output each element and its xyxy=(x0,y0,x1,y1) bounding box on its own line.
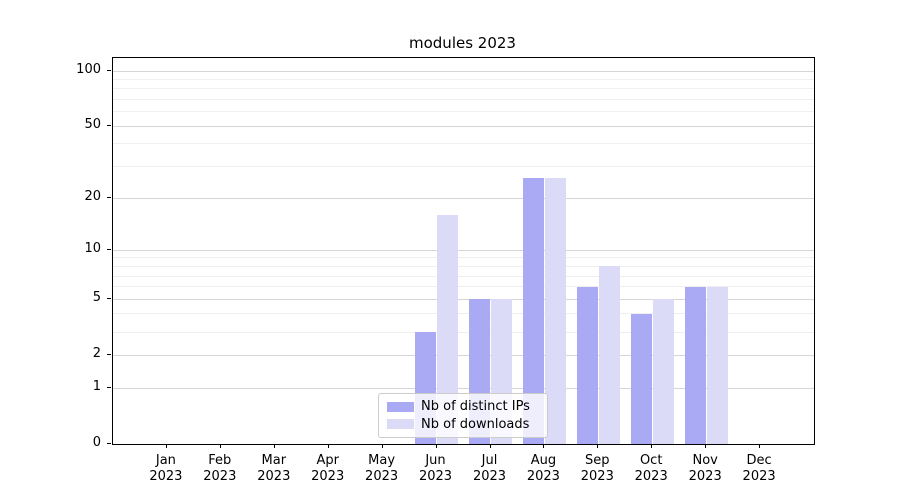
x-tick-label: May 2023 xyxy=(355,453,409,485)
x-tick-label: Mar 2023 xyxy=(247,453,301,485)
y-axis-tick xyxy=(107,197,111,198)
x-axis-tick xyxy=(651,444,653,448)
legend-label-distinct-ips: Nb of distinct IPs xyxy=(421,399,530,415)
x-tick-label-year: 2023 xyxy=(257,469,291,484)
minor-gridline xyxy=(113,313,814,315)
y-tick-label: 1 xyxy=(92,379,101,394)
x-tick-label: Apr 2023 xyxy=(301,453,355,485)
y-axis-tick xyxy=(107,354,111,356)
major-gridline xyxy=(113,298,814,300)
major-gridline xyxy=(113,70,814,72)
bar-jun-downloads xyxy=(437,215,458,444)
y-axis-tick xyxy=(107,125,111,127)
x-tick-label-year: 2023 xyxy=(634,469,668,484)
legend-item-distinct-ips: Nb of distinct IPs xyxy=(387,399,539,414)
minor-gridline xyxy=(113,88,814,90)
x-tick-label: Feb 2023 xyxy=(193,453,247,485)
y-axis-tick xyxy=(107,298,111,300)
major-gridline xyxy=(113,125,814,127)
x-axis-tick xyxy=(543,444,545,448)
bar-sep-distinct-ips xyxy=(576,286,598,444)
minor-gridline xyxy=(113,143,814,145)
x-axis-tick xyxy=(327,444,329,448)
major-gridline xyxy=(113,354,814,356)
bar-oct-downloads xyxy=(652,299,674,444)
y-axis-tick xyxy=(107,443,111,444)
y-tick-label: 5 xyxy=(92,290,101,306)
y-tick-label: 0 xyxy=(92,435,101,450)
y-axis-tick xyxy=(107,70,111,71)
x-tick-label-year: 2023 xyxy=(149,469,183,484)
x-tick-label: Dec 2023 xyxy=(732,453,786,485)
legend-swatch-downloads xyxy=(387,419,414,430)
major-gridline xyxy=(113,249,814,251)
chart-title: modules 2023 xyxy=(409,34,516,52)
x-tick-label-year: 2023 xyxy=(526,469,560,484)
x-tick-label-year: 2023 xyxy=(688,469,722,484)
legend: Nb of distinct IPs Nb of downloads xyxy=(378,393,548,438)
x-axis-tick xyxy=(489,444,491,448)
minor-gridline xyxy=(113,166,814,167)
x-tick-label: Jul 2023 xyxy=(463,453,517,485)
y-tick-label: 50 xyxy=(84,117,101,133)
minor-gridline xyxy=(113,257,814,259)
minor-gridline xyxy=(113,111,814,113)
y-axis-tick xyxy=(107,249,111,251)
x-axis-tick xyxy=(219,444,221,448)
x-axis-tick xyxy=(165,444,167,448)
x-tick-label-year: 2023 xyxy=(580,469,614,484)
legend-label-downloads: Nb of downloads xyxy=(421,416,530,432)
y-axis-tick xyxy=(107,387,111,388)
x-axis-tick xyxy=(381,444,383,448)
x-tick-label: Oct 2023 xyxy=(624,453,678,485)
x-axis-tick xyxy=(759,444,761,448)
bar-sep-downloads xyxy=(598,266,620,444)
x-tick-label-year: 2023 xyxy=(742,469,776,484)
x-axis-tick xyxy=(597,444,599,448)
x-tick-label-year: 2023 xyxy=(365,469,399,484)
x-tick-label: Jun 2023 xyxy=(409,453,463,485)
major-gridline xyxy=(113,387,814,389)
minor-gridline xyxy=(113,331,814,333)
minor-gridline xyxy=(113,275,814,277)
x-axis-tick xyxy=(435,444,437,448)
bar-nov-downloads xyxy=(706,286,728,444)
minor-gridline xyxy=(113,79,814,80)
plot-area xyxy=(112,57,815,445)
minor-gridline xyxy=(113,99,814,100)
x-axis-tick xyxy=(705,444,707,448)
legend-item-downloads: Nb of downloads xyxy=(387,417,539,432)
bar-nov-distinct-ips xyxy=(684,286,706,444)
y-tick-label: 100 xyxy=(76,62,101,77)
bar-aug-distinct-ips xyxy=(522,177,544,444)
y-tick-label: 20 xyxy=(84,189,101,204)
minor-gridline xyxy=(113,286,814,288)
bar-aug-downloads xyxy=(544,177,566,444)
x-tick-label-year: 2023 xyxy=(311,469,345,484)
x-tick-label: Aug 2023 xyxy=(516,453,570,485)
minor-gridline xyxy=(113,265,814,267)
x-tick-label: Nov 2023 xyxy=(678,453,732,485)
bar-oct-distinct-ips xyxy=(630,313,652,444)
x-tick-label-year: 2023 xyxy=(203,469,237,484)
major-gridline xyxy=(113,197,814,199)
x-tick-label-year: 2023 xyxy=(472,469,507,484)
y-tick-label: 2 xyxy=(92,346,101,362)
x-tick-label: Sep 2023 xyxy=(570,453,624,485)
x-tick-label-year: 2023 xyxy=(418,469,453,484)
x-axis-tick xyxy=(273,444,275,448)
y-tick-label: 10 xyxy=(84,241,101,257)
x-tick-label: Jan 2023 xyxy=(139,453,193,485)
legend-swatch-distinct-ips xyxy=(387,401,414,412)
